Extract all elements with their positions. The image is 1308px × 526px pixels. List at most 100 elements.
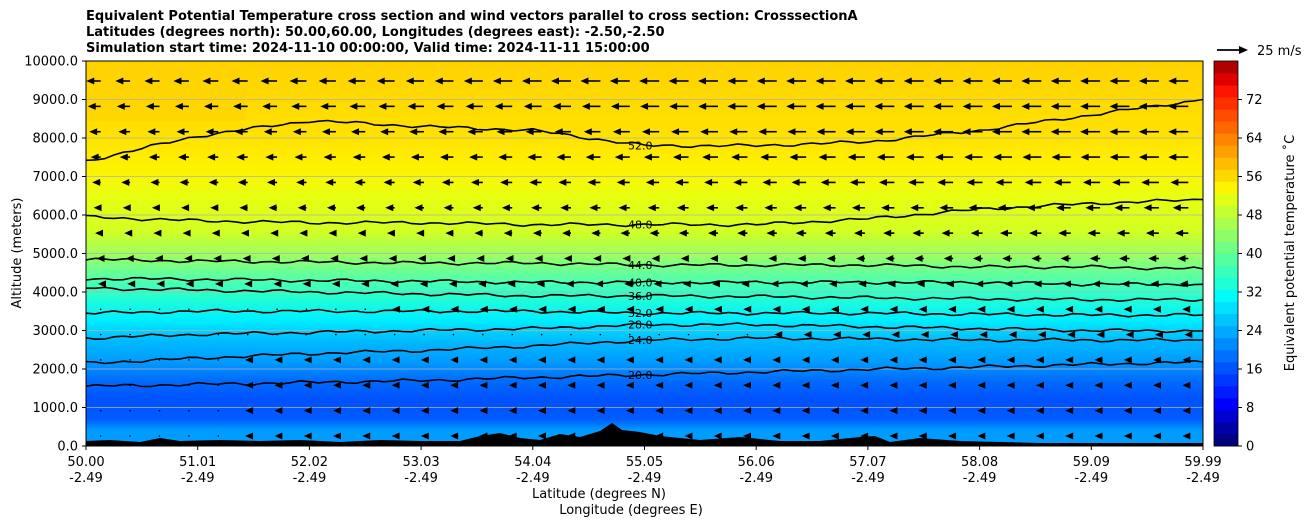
wind-vector [570,333,572,336]
wind-vector [364,308,367,311]
wind-vector [1138,102,1159,110]
wind-vector [270,229,279,237]
y-tick-label: 6000.0 [33,209,79,224]
wind-vector [158,384,161,387]
wind-vector [332,381,341,389]
wind-vector [847,153,865,161]
wind-vector [964,153,983,161]
wind-vector [595,280,604,288]
wind-vector [450,305,459,313]
wind-vector [591,229,601,237]
wind-vector [246,333,249,336]
wind-vector [1035,432,1044,440]
colorbar-segment [1214,265,1238,279]
quiver-key: 25 m/s [1217,44,1302,59]
wind-vector [697,77,718,85]
wind-vector [303,381,312,389]
colorbar-segment [1214,157,1238,170]
wind-vector [916,280,925,288]
wind-vector [1175,229,1189,237]
wind-vector [452,333,455,336]
wind-vector [531,204,542,212]
x-axis-label-latitude: Latitude (degrees N) [532,487,666,502]
wind-vector [822,204,836,212]
wind-vector [1080,153,1101,161]
wind-vector [713,432,722,440]
wind-vector [184,255,193,262]
wind-vector [708,229,718,237]
wind-vector [391,407,400,415]
wind-vector [658,333,660,336]
wind-vector [527,153,542,161]
wind-vector [332,407,341,415]
contour-40.0 [86,276,1203,287]
wind-vector [629,333,631,336]
colorbar-segment [1214,61,1238,74]
wind-vector [1094,407,1103,415]
wind-vector [99,384,102,387]
wind-vector [332,432,341,440]
wind-vector [274,407,283,415]
wind-vector [376,77,395,85]
wind-vector [540,333,543,336]
wind-vector [391,432,400,440]
wind-vector [305,333,308,336]
wind-vector [158,409,161,412]
wind-vector [291,102,307,110]
wind-vector [756,77,777,85]
wind-vector [205,128,219,136]
contour-label: 44.0 [628,259,653,272]
wind-vector [700,128,718,136]
wind-vector [1123,356,1132,364]
wind-vector [567,407,576,415]
wind-vector [1138,77,1159,85]
wind-vector [505,255,514,262]
wind-vector [1096,331,1105,339]
wind-vector [1006,356,1015,364]
wind-vector [383,178,395,186]
wind-vector [624,280,633,288]
wind-vector [641,128,660,136]
wind-vector [158,435,161,437]
wind-vector [274,381,283,389]
wind-vector [1123,407,1132,415]
wind-vector [421,305,430,313]
wind-vector [1123,381,1132,389]
y-tick-label: 9000.0 [33,93,79,108]
wind-vector [434,77,454,85]
colorbar-segment [1214,109,1238,122]
wind-vector [244,280,253,288]
wind-vector [391,381,400,389]
wind-vector [465,102,483,110]
colorbar-segment [1214,121,1238,134]
wind-vector [1065,305,1074,313]
wind-vector [567,356,576,364]
wind-vector [795,229,807,237]
wind-vector [596,407,605,415]
wind-vector [1065,381,1074,389]
wind-vector [649,229,660,237]
wind-vector [99,435,102,437]
wind-vector [874,102,895,110]
wind-vector [874,128,895,136]
wind-vector [207,153,219,161]
wind-vector [386,229,395,237]
wind-vector [99,333,102,336]
wind-vector [1155,331,1164,339]
wind-vector [129,333,131,336]
wind-vector [420,381,429,389]
wind-vector [347,77,366,85]
wind-vector [296,178,307,186]
wind-vector [918,432,927,440]
wind-vector [673,153,689,161]
x-tick-label-lon: -2.49 [516,471,550,486]
wind-vector [116,102,131,110]
colorbar-segment [1214,409,1238,423]
wind-vector [626,305,635,313]
wind-vector [1123,432,1132,440]
colorbar-segment [1214,421,1238,435]
wind-vector [276,308,278,311]
wind-vector [655,305,664,313]
wind-vector [1058,229,1071,237]
wind-vector [174,102,189,110]
